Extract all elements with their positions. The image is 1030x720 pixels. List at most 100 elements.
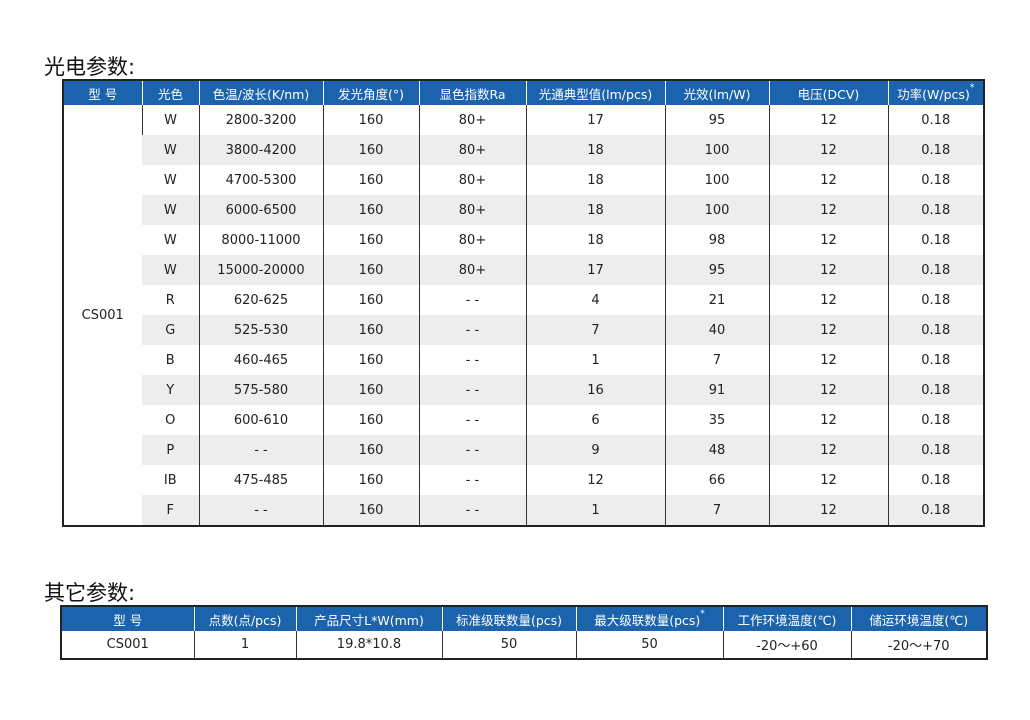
- cell-power: 0.18: [887, 345, 984, 375]
- cell-angle: 160: [322, 315, 419, 345]
- table-row: W 6000-6500 160 80+ 18 100 12 0.18: [63, 195, 984, 225]
- cell-angle: 160: [322, 195, 419, 225]
- cell-power: 0.18: [887, 255, 984, 285]
- other-params-table: 型 号 点数(点/pcs) 产品尺寸L*W(mm) 标准级联数量(pcs) 最大…: [60, 605, 988, 660]
- cell-color: Y: [142, 375, 199, 405]
- cell-voltage: 12: [768, 105, 888, 135]
- cell-ra: - -: [418, 315, 526, 345]
- cell-power: 0.18: [887, 375, 984, 405]
- cell-ra: - -: [418, 375, 526, 405]
- col-header-voltage: 电压(DCV): [768, 80, 888, 105]
- cell-ra: - -: [418, 405, 526, 435]
- asterisk-mark: *: [700, 609, 705, 620]
- cell-efficacy: 66: [664, 465, 769, 495]
- cell-ra: - -: [418, 285, 526, 315]
- col-header-work-temp: 工作环境温度(℃): [722, 606, 851, 631]
- cell-efficacy: 91: [664, 375, 769, 405]
- cell-flux: 17: [525, 105, 665, 135]
- cell-angle: 160: [322, 165, 419, 195]
- cell-cct: - -: [198, 495, 323, 526]
- cell-flux: 18: [525, 135, 665, 165]
- table-row: CS001 W 2800-3200 160 80+ 17 95 12 0.18: [63, 105, 984, 526]
- cell-ra: 80+: [418, 255, 526, 285]
- cell-power: 0.18: [887, 405, 984, 435]
- col-header-max-cascade-label: 最大级联数量(pcs): [594, 612, 701, 628]
- cell-cct: 525-530: [198, 315, 323, 345]
- cell-angle: 160: [322, 345, 419, 375]
- cell-power: 0.18: [887, 465, 984, 495]
- cell-power: 0.18: [887, 435, 984, 465]
- cell-cct: 3800-4200: [198, 135, 323, 165]
- cell-efficacy: 35: [664, 405, 769, 435]
- cell-voltage: 12: [768, 195, 888, 225]
- col-header-efficacy: 光效(lm/W): [664, 80, 769, 105]
- col-header-light-color: 光色: [141, 80, 199, 105]
- table-row: W 15000-20000 160 80+ 17 95 12 0.18: [63, 255, 984, 285]
- cell-angle: 160: [322, 285, 419, 315]
- asterisk-mark: *: [969, 83, 975, 94]
- cell-power: 0.18: [887, 105, 984, 135]
- cell-color: IB: [163, 472, 177, 488]
- cell-ra: 80+: [418, 105, 526, 135]
- cell-angle: 160: [322, 105, 419, 135]
- cell-ra: - -: [418, 435, 526, 465]
- cell-voltage: 12: [768, 495, 888, 526]
- cell-power: 0.18: [887, 225, 984, 255]
- cell-flux: 17: [525, 255, 665, 285]
- cell-efficacy: 100: [664, 165, 769, 195]
- cell-size: 19.8*10.8: [295, 631, 442, 659]
- cell-efficacy: 7: [664, 345, 769, 375]
- cell-angle: 160: [322, 135, 419, 165]
- section-title-photoelectric: 光电参数:: [44, 55, 136, 79]
- cell-flux: 18: [525, 195, 665, 225]
- cell-ra: 80+: [418, 225, 526, 255]
- cell-efficacy: 21: [664, 285, 769, 315]
- cell-color: W: [163, 172, 177, 188]
- col-header-model: 型 号: [61, 606, 194, 631]
- col-header-max-cascade: 最大级联数量(pcs)*: [575, 606, 723, 631]
- cell-ra: 80+: [418, 165, 526, 195]
- col-header-points: 点数(点/pcs): [193, 606, 296, 631]
- cell-efficacy: 95: [664, 255, 769, 285]
- cell-ra: 80+: [418, 195, 526, 225]
- col-header-size: 产品尺寸L*W(mm): [295, 606, 442, 631]
- cell-color: W: [142, 135, 199, 165]
- cell-cct: 600-610: [198, 405, 323, 435]
- cell-ra: 80+: [418, 135, 526, 165]
- cell-work-temp: -20～+60: [722, 631, 851, 659]
- cell-power: 0.18: [887, 285, 984, 315]
- col-header-cri: 显色指数Ra: [418, 80, 526, 105]
- table-row: O 600-610 160- -6 35 12 0.18: [63, 405, 984, 435]
- cell-voltage: 12: [768, 285, 888, 315]
- cell-ra: - -: [418, 465, 526, 495]
- section-title-other: 其它参数:: [44, 581, 136, 605]
- cell-angle: 160: [322, 375, 419, 405]
- cell-voltage: 12: [768, 345, 888, 375]
- cell-efficacy: 100: [664, 135, 769, 165]
- cell-color: O: [165, 412, 176, 428]
- cell-color: W: [142, 255, 199, 285]
- cell-power: 0.18: [887, 165, 984, 195]
- cell-efficacy: 48: [664, 435, 769, 465]
- col-header-power-label: 功率(W/pcs): [897, 86, 970, 102]
- cell-cct: - -: [198, 435, 323, 465]
- cell-cct: 460-465: [198, 345, 323, 375]
- cell-efficacy: 98: [664, 225, 769, 255]
- cell-max-cascade: 50: [575, 631, 723, 659]
- cell-power: 0.18: [887, 135, 984, 165]
- cell-flux: 16: [525, 375, 665, 405]
- cell-power: 0.18: [887, 315, 984, 345]
- table-header-row: 型 号 点数(点/pcs) 产品尺寸L*W(mm) 标准级联数量(pcs) 最大…: [61, 606, 987, 631]
- col-header-std-cascade: 标准级联数量(pcs): [441, 606, 576, 631]
- cell-flux: 18: [525, 225, 665, 255]
- cell-color: F: [142, 495, 199, 526]
- cell-std-cascade: 50: [441, 631, 576, 659]
- cell-voltage: 12: [768, 165, 888, 195]
- cell-flux: 6: [525, 405, 665, 435]
- col-header-cct: 色温/波长(K/nm): [198, 80, 323, 105]
- cell-voltage: 12: [768, 405, 888, 435]
- col-header-storage-temp: 储运环境温度(℃): [850, 606, 987, 631]
- cell-angle: 160: [322, 405, 419, 435]
- table-row: B 460-465 160- -1 7 12 0.18: [63, 345, 984, 375]
- cell-angle: 160: [322, 495, 419, 526]
